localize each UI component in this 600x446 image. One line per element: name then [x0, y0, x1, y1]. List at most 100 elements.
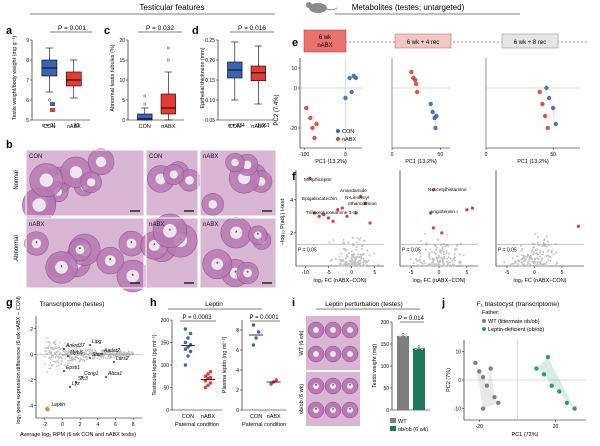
pca-point-con — [430, 109, 435, 115]
ma-point — [79, 348, 82, 350]
volcano-point-ns — [351, 255, 354, 258]
panel-j-title: F₁ blastocyst (transcriptome) — [477, 301, 559, 308]
volcano-point-ns — [534, 233, 537, 236]
volcano-point-ns — [453, 253, 456, 256]
ma-point — [83, 352, 86, 354]
ma-point — [64, 357, 67, 360]
ma-point — [86, 358, 88, 361]
dot-con — [254, 336, 258, 340]
tile-label: nABX — [203, 222, 218, 228]
gene-label: Lipg — [92, 339, 102, 345]
histology-tile: WT (6 wk) — [299, 316, 360, 370]
volcano-point-ns — [341, 258, 344, 261]
abnormal-marker: * — [132, 274, 135, 280]
tubule-lumen — [185, 175, 194, 185]
ma-point — [51, 347, 54, 350]
metabolite-label: N-Linoleoyl — [345, 195, 369, 201]
gene-label: Aadat2 — [103, 348, 120, 354]
ma-point — [113, 356, 116, 359]
tick-label: 20 — [119, 38, 125, 44]
volcano-point-ns — [439, 252, 442, 255]
tick-label: 6 — [236, 348, 239, 354]
volcano-point-ns — [408, 264, 411, 267]
ma-point — [122, 354, 125, 356]
volcano-point-ns — [346, 253, 349, 256]
tile-label: nABX — [29, 222, 44, 228]
panel-j-ylabel: PC2 (7%) — [446, 368, 452, 392]
panel-g: g Transcriptome (testes) log₂ gene expre… — [6, 296, 142, 438]
tick-label: -5 — [409, 270, 414, 276]
panel-h-pvalue: P = 0.0003 — [182, 315, 212, 321]
tick-label: 0 — [61, 422, 64, 428]
volcano-point-ns — [539, 255, 542, 258]
panel-f-xlabel: log₂ FC (nABX−CON) — [313, 278, 366, 284]
volcano-point-ns — [541, 257, 544, 260]
pvalue-threshold: P = 0.05 — [298, 247, 317, 253]
volcano-point-ns — [359, 253, 362, 256]
tick-label: 200 — [381, 320, 390, 326]
ma-point — [49, 351, 51, 354]
volcano-point-ns — [415, 258, 418, 261]
volcano-point-ns — [460, 242, 463, 245]
outlier-point — [143, 94, 147, 98]
tile-label: CON — [149, 154, 162, 160]
gene-point — [67, 355, 69, 357]
volcano-point-sig — [429, 211, 433, 215]
volcano-point-ns — [537, 258, 540, 261]
volcano-point-ns — [537, 244, 540, 247]
volcano-point-ns — [355, 248, 358, 251]
volcano-point-ns — [536, 248, 539, 251]
pca-point-con — [433, 125, 438, 131]
gene-label: Slc3 — [78, 376, 88, 382]
tubule-lumen — [230, 226, 243, 239]
ma-point — [65, 350, 68, 353]
volcano-point-ns — [506, 264, 509, 267]
tick-label: 10 — [119, 78, 125, 84]
pca-point-con — [553, 121, 559, 127]
ma-point — [96, 357, 99, 360]
tick-label: 4 — [290, 198, 293, 204]
tick-label: 5 — [26, 118, 29, 124]
volcano-point-ns — [424, 248, 427, 251]
abnormal-marker: * — [349, 408, 352, 414]
outlier-point — [167, 58, 170, 62]
volcano-point-ns — [329, 259, 332, 262]
ma-point — [67, 344, 70, 347]
volcano-point-ns — [360, 248, 363, 251]
tubule-lumen — [69, 166, 83, 179]
panel-c: c P = 0.032 Abnormal testis tubules (%) … — [104, 25, 184, 130]
panel-e-letter: e — [292, 37, 298, 49]
volcano-point-ns — [428, 254, 431, 257]
panel-b-letter: b — [6, 139, 13, 151]
tubule-lumen — [169, 170, 178, 179]
ma-point — [97, 352, 100, 355]
volcano-point-ns — [344, 249, 347, 252]
timepoint-1-line2: nABX — [317, 43, 332, 49]
panel-f-xlabel: log₂ FC (nABX−CON) — [412, 278, 465, 284]
volcano-point-ns — [433, 251, 436, 254]
volcano-point-sig — [465, 208, 469, 212]
volcano-point-ns — [362, 253, 365, 256]
ma-point — [110, 350, 113, 352]
volcano-point-ns — [348, 259, 351, 262]
leptin-point — [45, 406, 50, 412]
volcano-point-ns — [441, 248, 444, 251]
gene-label: Lyz — [72, 381, 80, 387]
legend-label-wt: WT — [398, 419, 407, 425]
tick-label: 0 — [294, 86, 297, 92]
tick-label: 0.10 — [205, 98, 215, 104]
tick-label: -4 — [29, 403, 34, 409]
panel-a-n: n = 31 — [42, 123, 56, 129]
volcano-point-ns — [526, 255, 529, 258]
abnormal-marker: * — [315, 408, 318, 414]
volcano-point-ns — [531, 258, 534, 261]
panel-f-xlabel: log₂ FC (nABX−CON) — [513, 278, 566, 284]
bar-wt — [397, 336, 409, 410]
dot-con — [183, 363, 188, 367]
ma-point — [76, 355, 78, 357]
ma-point — [54, 341, 56, 343]
ma-point — [122, 352, 125, 355]
volcano-point-ns — [365, 264, 368, 267]
tubule-lumen — [126, 269, 140, 283]
group-label-nabx: nABX — [67, 124, 81, 130]
